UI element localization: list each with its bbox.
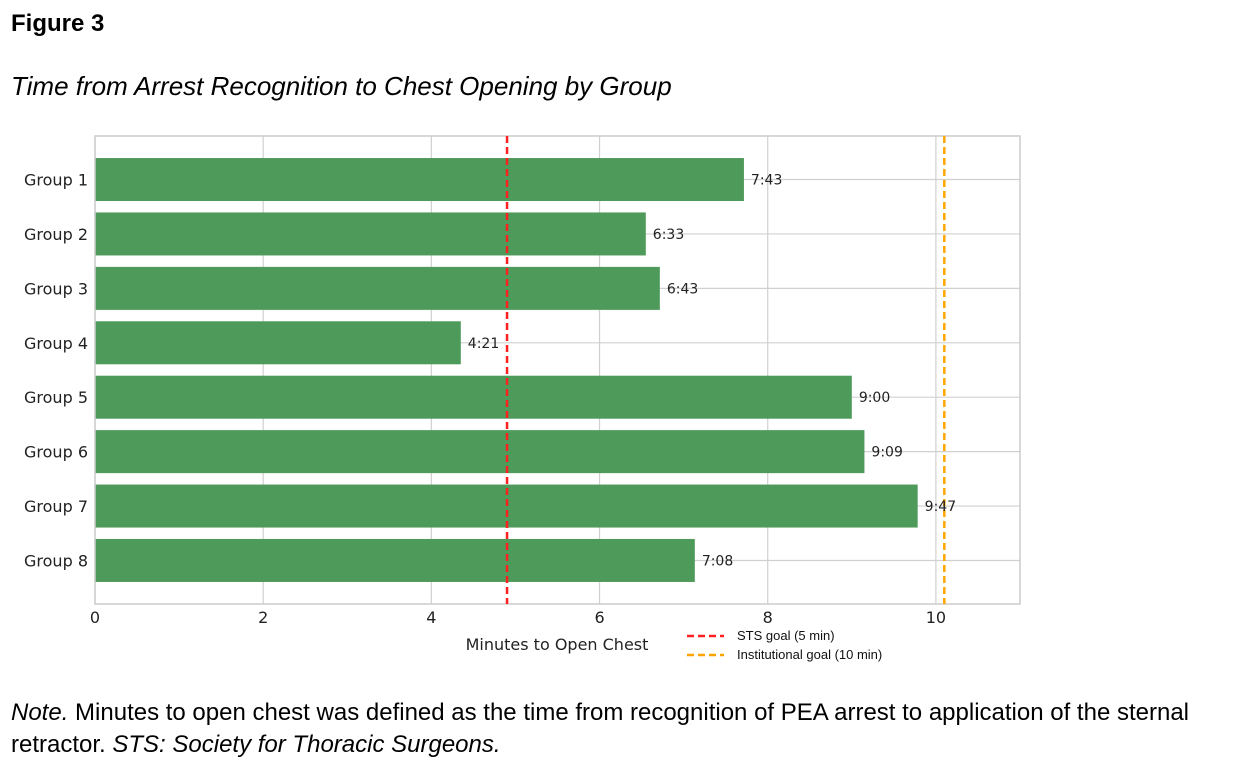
plot-frame <box>94 135 1021 605</box>
y-tick-label: Group 8 <box>24 551 88 570</box>
legend-label-1: STS goal (5 min) <box>737 628 835 643</box>
bar-6 <box>95 430 865 474</box>
bar-8 <box>95 538 695 582</box>
data-label-3: 6:43 <box>667 281 698 297</box>
bar-4 <box>95 321 461 365</box>
bar-chart: 7:43 6:33 6:43 4:21 9:00 9:09 9:47 7:08 Group 1 G… <box>24 135 1021 662</box>
x-tick-label: 2 <box>258 608 268 627</box>
legend-label-2: Institutional goal (10 min) <box>737 647 882 662</box>
y-tick-label: Group 4 <box>24 334 88 353</box>
y-tick-label: Group 2 <box>24 225 88 244</box>
note-prefix: Note. <box>11 699 69 726</box>
figure-title: Time from Arrest Recognition to Chest Op… <box>11 71 672 101</box>
figure-label: Figure 3 <box>11 10 105 37</box>
data-label-6: 9:09 <box>871 445 902 461</box>
bar-3 <box>95 266 660 310</box>
x-tick-label: 10 <box>926 608 946 627</box>
y-tick-label: Group 7 <box>24 497 88 516</box>
x-tick-label: 8 <box>763 608 773 627</box>
x-tick-label: 4 <box>426 608 436 627</box>
y-tick-label: Group 1 <box>24 171 88 190</box>
y-tick-label: Group 3 <box>24 279 88 298</box>
note-italic: STS: Society for Thoracic Surgeons. <box>112 731 501 758</box>
data-label-4: 4:21 <box>468 336 499 352</box>
bar-5 <box>95 375 852 419</box>
data-label-2: 6:33 <box>653 227 684 243</box>
data-label-7: 9:47 <box>925 499 956 515</box>
data-label-8: 7:08 <box>702 553 733 569</box>
x-axis-label: Minutes to Open Chest <box>466 635 649 654</box>
data-label-1: 7:43 <box>751 173 782 189</box>
bar-1 <box>95 158 744 202</box>
bar-2 <box>95 212 646 256</box>
y-tick-label: Group 6 <box>24 443 88 462</box>
figure-note: Note. Minutes to open chest was defined … <box>11 697 1241 761</box>
data-label-5: 9:00 <box>859 390 890 406</box>
x-tick-label: 0 <box>90 608 100 627</box>
y-tick-label: Group 5 <box>24 388 88 407</box>
note-text: Minutes to open chest was defined as the… <box>11 699 1189 758</box>
x-tick-label: 6 <box>594 608 604 627</box>
